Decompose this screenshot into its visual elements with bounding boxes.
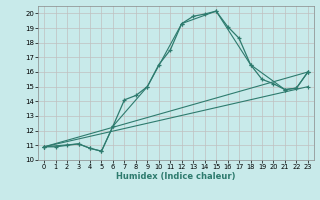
X-axis label: Humidex (Indice chaleur): Humidex (Indice chaleur) xyxy=(116,172,236,181)
